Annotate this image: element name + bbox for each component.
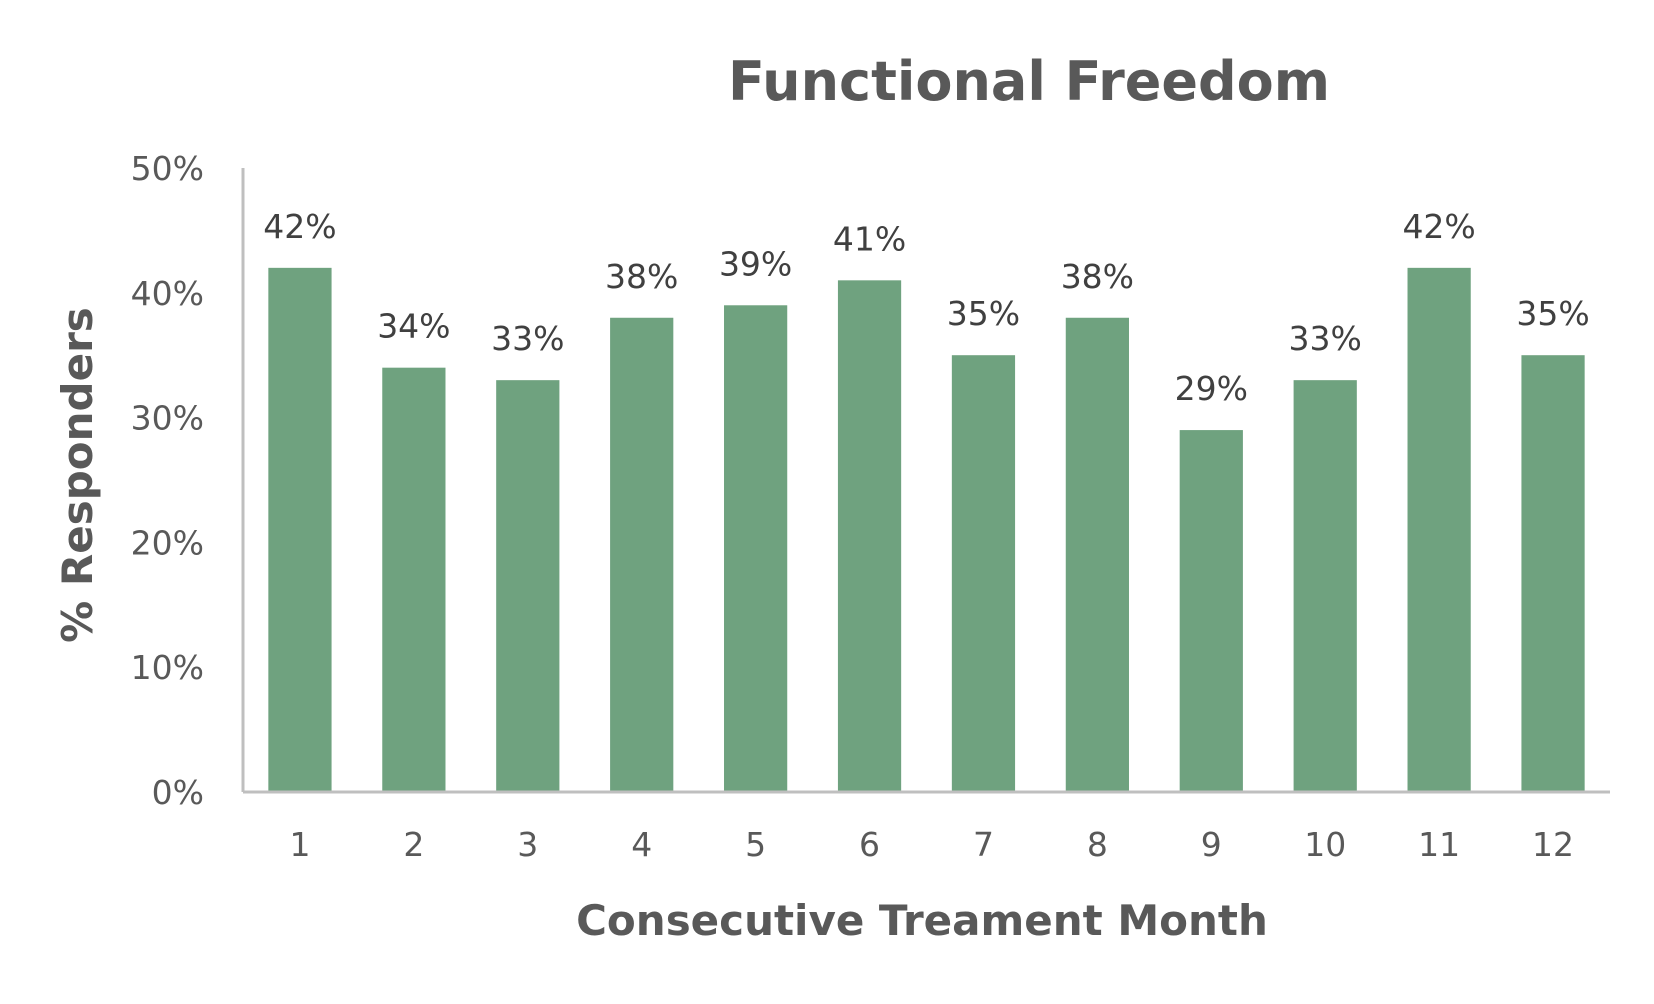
- bar-data-label: 35%: [1516, 294, 1589, 333]
- y-tick-label: 0%: [152, 773, 204, 812]
- bar-data-label: 38%: [1061, 257, 1134, 296]
- x-tick-label: 1: [289, 825, 310, 864]
- bar: [1293, 380, 1357, 792]
- y-tick-label: 10%: [131, 648, 204, 687]
- y-axis-ticks: 0% 10% 20% 30% 40% 50%: [131, 149, 204, 812]
- bar-data-label: 35%: [947, 294, 1020, 333]
- bar-data-label: 34%: [377, 307, 450, 346]
- x-tick-label: 5: [745, 825, 766, 864]
- x-tick-label: 8: [1087, 825, 1108, 864]
- x-tick-label: 11: [1418, 825, 1460, 864]
- bar: [724, 305, 788, 792]
- bar: [1407, 267, 1471, 793]
- data-labels-group: 42% 34% 33% 38% 39% 41% 35% 38% 29% 33% 42% 35%: [263, 207, 1589, 408]
- bar: [268, 267, 332, 793]
- x-axis-title: Consecutive Treament Month: [576, 896, 1268, 945]
- bar-data-label: 33%: [1289, 319, 1362, 358]
- bar-data-label: 41%: [833, 219, 906, 258]
- bars-group: [268, 267, 1585, 793]
- bar: [1521, 355, 1585, 792]
- bar: [837, 280, 902, 792]
- bar-data-label: 38%: [605, 257, 678, 296]
- bar: [1179, 430, 1243, 792]
- y-axis-title: % Responders: [53, 307, 102, 643]
- x-tick-label: 4: [631, 825, 652, 864]
- bar: [382, 367, 446, 792]
- x-tick-label: 10: [1304, 825, 1346, 864]
- bar-data-label: 39%: [719, 244, 792, 283]
- x-tick-label: 9: [1201, 825, 1222, 864]
- bar-data-label: 29%: [1175, 369, 1248, 408]
- y-tick-label: 30%: [131, 399, 204, 438]
- chart-title: Functional Freedom: [728, 50, 1330, 113]
- bar-data-label: 42%: [1402, 207, 1475, 246]
- bar-data-label: 42%: [263, 207, 336, 246]
- x-tick-label: 3: [517, 825, 538, 864]
- x-tick-label: 6: [859, 825, 880, 864]
- y-tick-label: 20%: [131, 523, 204, 562]
- bar: [1065, 317, 1129, 792]
- x-tick-label: 7: [973, 825, 994, 864]
- bar: [496, 380, 560, 792]
- x-axis-ticks: 1 2 3 4 5 6 7 8 9 10 11 12: [289, 825, 1574, 864]
- y-tick-label: 50%: [131, 149, 204, 188]
- x-tick-label: 2: [403, 825, 424, 864]
- x-tick-label: 12: [1532, 825, 1574, 864]
- bar: [951, 355, 1016, 792]
- bar-data-label: 33%: [491, 319, 564, 358]
- bar: [610, 317, 674, 792]
- y-tick-label: 40%: [131, 274, 204, 313]
